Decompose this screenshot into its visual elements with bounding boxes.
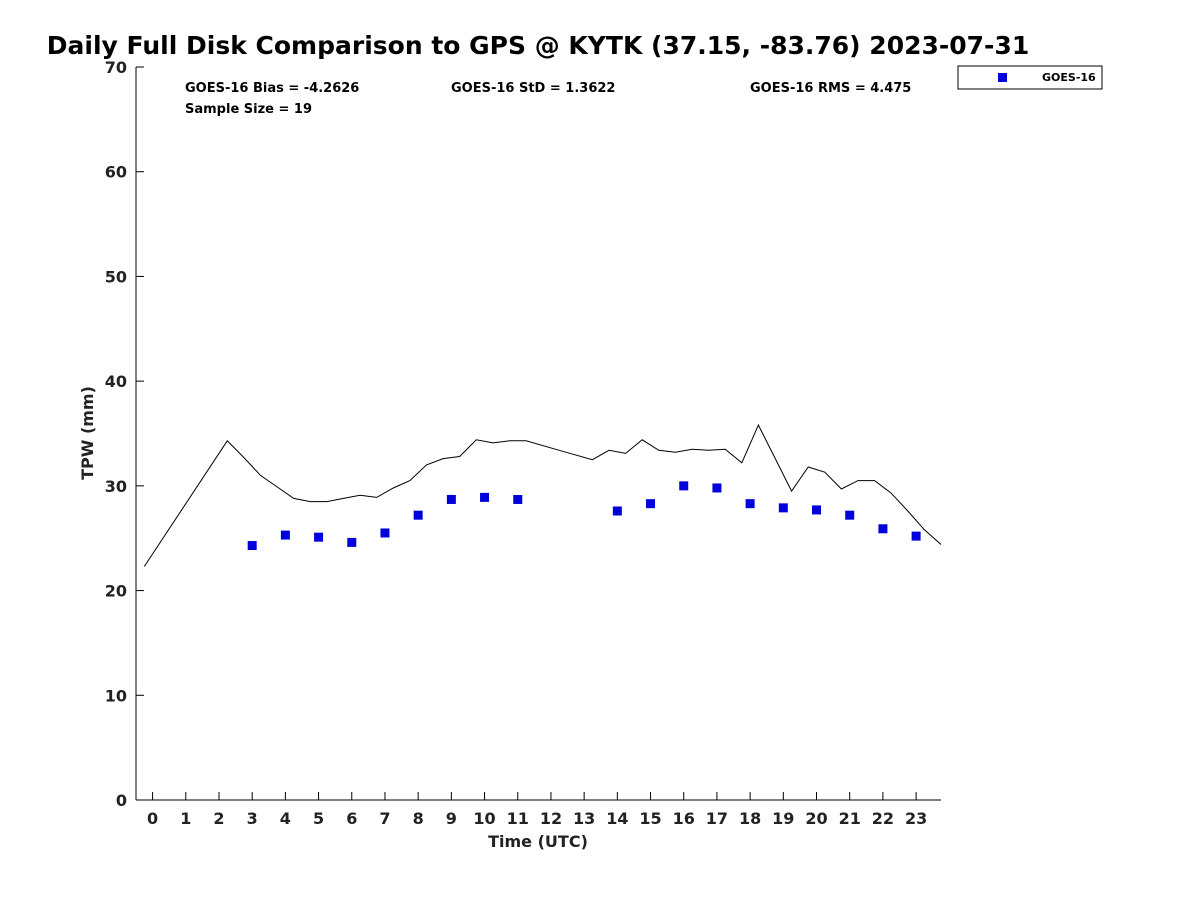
legend-box [957,65,1103,90]
x-axis-label: Time (UTC) [488,832,588,851]
goes16-point [612,506,622,516]
x-tick-label: 13 [573,809,595,828]
x-tick-label: 16 [673,809,695,828]
y-tick-label: 20 [105,582,127,601]
goes16-point [812,505,822,515]
y-tick-label: 10 [105,686,127,705]
bias-annotation: GOES-16 Bias = -4.2626 [185,81,359,96]
x-tick-label: 20 [805,809,827,828]
x-tick-label: 11 [507,809,529,828]
x-tick-label: 17 [706,809,728,828]
y-axis-label: TPW (mm) [78,386,97,480]
legend: GOES-16 [957,65,1103,90]
goes16-point [480,492,490,502]
goes16-point [380,528,390,538]
goes16-point [911,531,921,541]
chart-title: Daily Full Disk Comparison to GPS @ KYTK… [47,31,1029,60]
legend-label-goes16: GOES-16 [1042,71,1096,84]
rms-annotation: GOES-16 RMS = 4.475 [750,81,911,96]
goes16-point [845,510,855,520]
x-tick-label: 21 [839,809,861,828]
y-tick-label: 30 [105,477,127,496]
y-ticks: 0 10 20 30 40 50 60 70 [105,58,144,810]
y-tick-label: 50 [105,267,127,286]
sample-size-annotation: Sample Size = 19 [185,102,312,117]
goes16-point [413,510,423,520]
x-tick-label: 6 [346,809,357,828]
x-tick-label: 5 [313,809,324,828]
goes16-point [314,532,324,542]
goes16-point [878,524,888,534]
goes16-point [446,494,456,504]
x-ticks: 0 1 2 3 4 5 6 7 8 9 10 11 12 13 14 15 16 17 18 19 20 21 22 23 [147,792,927,828]
goes16-point [513,494,523,504]
plot-area [143,423,942,567]
x-tick-label: 14 [606,809,628,828]
x-tick-label: 23 [905,809,927,828]
x-tick-label: 18 [739,809,761,828]
x-tick-label: 19 [772,809,794,828]
x-tick-label: 8 [413,809,424,828]
x-tick-label: 22 [872,809,894,828]
goes16-point [646,499,656,509]
goes16-point [712,483,722,493]
x-tick-label: 2 [213,809,224,828]
goes16-point [280,530,290,540]
goes16-point [247,541,257,551]
goes16-point [745,499,755,509]
x-tick-label: 1 [180,809,191,828]
x-tick-label: 4 [280,809,291,828]
x-tick-label: 0 [147,809,158,828]
y-tick-label: 40 [105,372,127,391]
goes16-point [778,503,788,513]
y-tick-label: 0 [116,791,127,810]
y-tick-label: 60 [105,163,127,182]
x-tick-label: 3 [247,809,258,828]
x-tick-label: 7 [379,809,390,828]
goes16-point [347,537,357,547]
x-tick-label: 15 [639,809,661,828]
legend-marker-goes16 [998,73,1007,82]
x-tick-label: 10 [473,809,495,828]
stats-annotations: GOES-16 Bias = -4.2626 GOES-16 StD = 1.3… [185,81,911,117]
axes [135,67,941,801]
x-tick-label: 9 [446,809,457,828]
series-line [143,423,942,567]
y-tick-label: 70 [105,58,127,77]
std-annotation: GOES-16 StD = 1.3622 [451,81,615,96]
goes16-point [679,481,689,491]
x-tick-label: 12 [540,809,562,828]
